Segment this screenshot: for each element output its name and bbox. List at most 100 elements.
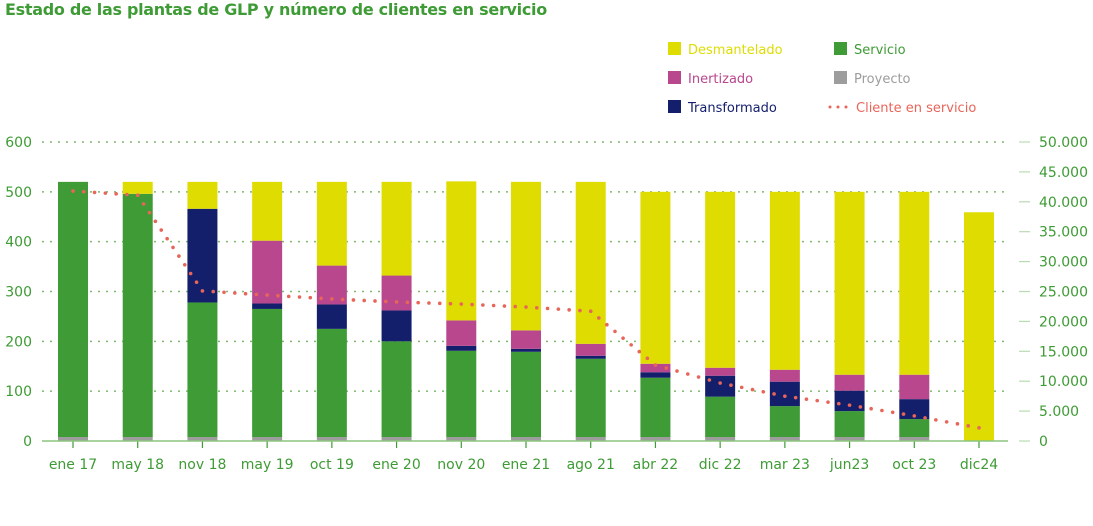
client-line-dot (330, 297, 334, 301)
client-line-dot (81, 189, 86, 194)
client-line-dot (858, 405, 863, 409)
x-tick-label: oct 19 (310, 457, 354, 473)
client-line-dot (481, 303, 485, 307)
bar-transformado (316, 304, 347, 329)
legend-dots-icon (828, 105, 832, 109)
client-line-dot (597, 316, 601, 320)
bar-inertizado (899, 374, 930, 400)
client-line-dot (836, 401, 841, 406)
x-tick-label: ago 21 (567, 457, 615, 473)
x-tick-label: may 18 (111, 457, 164, 473)
y-right-tick-label: 20.000 (1039, 314, 1088, 330)
client-line-dot (319, 296, 323, 301)
client-line-dot (890, 410, 895, 415)
client-line-dot (772, 392, 776, 396)
client-line-dot (232, 291, 237, 295)
legend-swatch (668, 71, 681, 84)
bar-desmantelado (964, 212, 994, 441)
bar-inertizado (575, 343, 606, 356)
y-left-tick-label: 400 (5, 235, 32, 251)
y-left-tick-label: 600 (5, 135, 32, 151)
client-line-dot (502, 304, 507, 308)
client-line-dot (739, 385, 744, 390)
bar-inertizado (381, 275, 412, 311)
client-line-dot (394, 300, 399, 304)
client-line-dot (923, 416, 927, 420)
client-line-dot (265, 293, 269, 297)
client-line-dot (793, 395, 798, 400)
y-right-tick-label: 25.000 (1039, 285, 1088, 301)
client-line-dot (177, 254, 181, 258)
client-line-dot (605, 322, 609, 327)
bar-proyecto (575, 437, 606, 441)
bar-transformado (834, 390, 865, 412)
client-line-dot (416, 300, 420, 305)
client-line-dot (308, 295, 313, 300)
client-line-dot (114, 192, 118, 196)
bar-transformado (705, 375, 736, 397)
bar-desmantelado (187, 181, 218, 209)
client-line-dot (613, 329, 617, 334)
y-right-tick-label: 5.000 (1039, 404, 1079, 420)
client-line-dot (696, 375, 701, 379)
bar-proyecto (316, 437, 347, 441)
bar-desmantelado (122, 181, 153, 194)
bar-desmantelado (899, 191, 930, 375)
bar-desmantelado (769, 191, 800, 370)
bar-inertizado (705, 367, 736, 376)
client-line-dot (534, 305, 539, 310)
legend-swatch (668, 42, 681, 55)
bar-desmantelado (381, 181, 412, 276)
y-right-tick-label: 45.000 (1039, 165, 1088, 181)
client-line-dot (880, 408, 884, 413)
y-left-tick-label: 500 (5, 185, 32, 201)
client-line-dot (427, 301, 431, 305)
y-right-tick-label: 15.000 (1039, 344, 1088, 360)
client-line-dot (135, 193, 140, 198)
client-line-dot (159, 228, 164, 232)
client-line-dot (729, 383, 733, 387)
bar-inertizado (640, 363, 671, 373)
x-tick-label: nov 20 (437, 457, 485, 473)
client-line-dot (171, 245, 175, 250)
client-line-dot (567, 308, 571, 312)
client-line-dot (405, 300, 410, 305)
x-tick-label: mar 23 (760, 457, 810, 473)
bar-proyecto (705, 437, 736, 441)
client-line-dot (977, 426, 981, 430)
client-line-dot (254, 292, 259, 297)
bar-inertizado (446, 320, 477, 346)
bar-transformado (511, 348, 541, 352)
bar-proyecto (834, 437, 865, 441)
client-line-dot (718, 381, 722, 385)
bar-servicio (316, 328, 347, 438)
y-right-tick-label: 40.000 (1039, 195, 1088, 211)
client-line-dot (685, 372, 690, 376)
y-left-tick-label: 200 (5, 334, 32, 350)
bar-servicio (575, 358, 606, 438)
y-right-tick-label: 10.000 (1039, 374, 1088, 390)
bar-servicio (511, 351, 541, 438)
client-line-dot (804, 397, 809, 401)
client-line-dot (141, 202, 146, 206)
client-line-dot (459, 302, 464, 306)
client-line-dot (103, 191, 108, 195)
x-tick-label: nov 18 (178, 457, 226, 473)
client-line-dot (165, 236, 169, 241)
client-line-dot (125, 192, 129, 197)
y-left-tick-label: 300 (5, 285, 32, 301)
bar-servicio (187, 302, 218, 438)
client-line-dot (188, 271, 193, 276)
legend-swatch (834, 71, 847, 84)
bar-proyecto (252, 437, 283, 441)
client-line-dot (340, 297, 345, 302)
client-line-dot (545, 306, 550, 311)
client-line-dot (750, 387, 755, 392)
bar-servicio (899, 419, 930, 438)
client-line-dot (934, 418, 938, 422)
client-line-dot (448, 301, 453, 306)
bar-desmantelado (640, 191, 671, 364)
bar-proyecto (769, 437, 800, 441)
bar-desmantelado (316, 181, 347, 266)
client-line-dot (815, 398, 820, 403)
